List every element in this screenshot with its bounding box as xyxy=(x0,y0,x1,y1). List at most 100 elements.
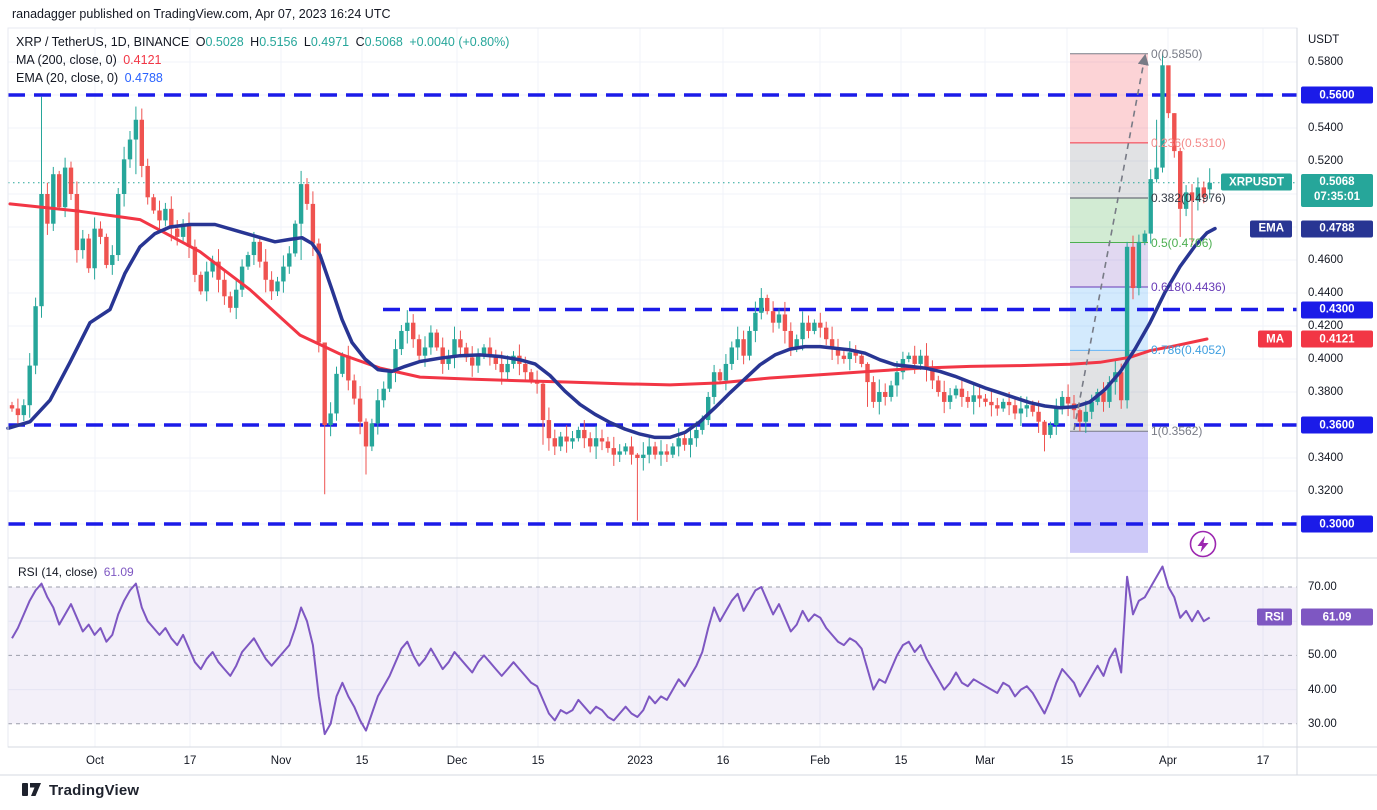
candle-body xyxy=(1119,372,1124,401)
boost-lightning-icon[interactable] xyxy=(1189,530,1217,558)
price-axis-tick[interactable]: 0.4200 xyxy=(1308,320,1344,332)
fib-level-label: 0.236(0.5310) xyxy=(1151,135,1226,150)
symbol-legend-row[interactable]: XRP / TetherUS, 1D, BINANCE O0.5028 H0.5… xyxy=(16,34,509,51)
price-axis-tick[interactable]: 0.4400 xyxy=(1308,287,1344,299)
candle-body xyxy=(546,420,552,439)
candle-body xyxy=(953,388,959,396)
candle-body xyxy=(1201,187,1206,198)
candle-body xyxy=(759,297,764,313)
price-axis-tick[interactable]: 0.5800 xyxy=(1308,56,1344,68)
candle-body xyxy=(1160,65,1165,168)
time-axis-label[interactable]: 17 xyxy=(1256,755,1270,767)
time-axis-label[interactable]: 15 xyxy=(355,755,369,767)
time-axis-label[interactable]: Nov xyxy=(270,755,292,767)
price-axis-tick[interactable]: 0.5400 xyxy=(1308,122,1344,134)
ma-legend-row[interactable]: MA (200, close, 0) 0.4121 xyxy=(16,52,509,69)
candle-body xyxy=(393,349,398,373)
fib-level-label: 0(0.5850) xyxy=(1151,46,1203,61)
price-axis-tick[interactable]: 0.3200 xyxy=(1308,485,1344,497)
rsi-axis-tick[interactable]: 40.00 xyxy=(1308,683,1337,696)
candle-body xyxy=(416,339,422,356)
chart-legend: XRP / TetherUS, 1D, BINANCE O0.5028 H0.5… xyxy=(16,34,509,88)
candle-body xyxy=(192,246,198,275)
candle-body xyxy=(216,261,221,280)
candle-body xyxy=(676,438,681,447)
candle-body xyxy=(912,355,917,364)
axis-currency-label[interactable]: USDT xyxy=(1308,34,1340,46)
time-axis-label[interactable]: 16 xyxy=(716,755,730,767)
candle-body xyxy=(27,365,32,406)
rsi-value-badge: 61.09 xyxy=(1301,608,1373,626)
candle-body xyxy=(652,446,658,455)
candle-body xyxy=(611,448,616,455)
time-axis-label[interactable]: 2023 xyxy=(627,755,653,767)
candle-body xyxy=(387,372,392,389)
candle-body xyxy=(1183,192,1189,209)
fib-band xyxy=(1070,197,1148,243)
candle-body xyxy=(304,184,310,204)
candle-body xyxy=(906,355,911,359)
candle-body xyxy=(605,441,611,449)
time-axis-label[interactable]: Mar xyxy=(975,755,995,767)
candle-body xyxy=(853,352,858,356)
candle-body xyxy=(971,395,976,402)
time-axis-label[interactable]: 15 xyxy=(531,755,545,767)
attribution-text: ranadagger published on TradingView.com,… xyxy=(12,7,391,21)
ohlc-open-label: O xyxy=(195,35,206,49)
candle-body xyxy=(1083,411,1088,422)
candle-body xyxy=(794,339,799,348)
ema-legend-row[interactable]: EMA (20, close, 0) 0.4788 xyxy=(16,70,509,87)
price-axis-tick[interactable]: 0.4000 xyxy=(1308,353,1344,365)
candle-body xyxy=(1101,392,1106,402)
candle-body xyxy=(1207,182,1212,190)
time-axis-label[interactable]: Feb xyxy=(810,755,830,767)
candle-body xyxy=(104,236,109,265)
rsi-axis-tick[interactable]: 70.00 xyxy=(1308,581,1337,593)
rsi-axis-tick[interactable]: 50.00 xyxy=(1308,649,1337,662)
fib-level-label: 0.382(0.4976) xyxy=(1151,190,1226,205)
ema-20-line[interactable] xyxy=(6,222,1217,440)
rsi-legend-row[interactable]: RSI (14, close) 61.09 xyxy=(18,565,134,579)
ma-200-line[interactable] xyxy=(8,202,1209,387)
candle-body xyxy=(753,312,758,331)
time-axis-label[interactable]: Apr xyxy=(1159,755,1177,767)
price-axis-tick[interactable]: 0.3400 xyxy=(1308,452,1344,464)
candle-body xyxy=(21,405,26,416)
ema-value-badge: 0.4788 xyxy=(1301,220,1373,238)
candle-body xyxy=(688,438,693,445)
rsi-line[interactable] xyxy=(11,565,1211,736)
trend-arrow[interactable] xyxy=(1073,53,1149,431)
candle-body xyxy=(1006,401,1012,406)
time-axis-label[interactable]: 17 xyxy=(183,755,197,767)
candle-body xyxy=(936,380,941,392)
price-axis-tick[interactable]: 0.5200 xyxy=(1308,155,1344,167)
candle-body xyxy=(15,408,21,416)
fib-retracement[interactable] xyxy=(1070,53,1148,553)
tradingview-logo-icon xyxy=(22,783,41,796)
ohlc-low-label: L xyxy=(303,35,311,49)
rsi-value: 61.09 xyxy=(103,565,134,579)
candle-body xyxy=(658,451,664,455)
candle-body xyxy=(257,241,262,262)
candle-body xyxy=(664,451,670,455)
change-value: +0.0040 (+0.80%) xyxy=(409,35,510,49)
candle-body xyxy=(1001,401,1006,409)
time-axis-label[interactable]: Oct xyxy=(86,755,104,767)
rsi-axis-tick[interactable]: 30.00 xyxy=(1308,717,1337,730)
candle-body xyxy=(812,322,817,331)
candle-body xyxy=(782,314,788,331)
tradingview-logo[interactable]: TradingView xyxy=(22,781,139,799)
candle-body xyxy=(1042,421,1047,435)
candle-body xyxy=(965,396,970,402)
candle-body xyxy=(405,322,410,331)
candle-body xyxy=(139,119,144,166)
symbol-chip: XRPUSDT xyxy=(1221,173,1292,191)
price-axis-tick[interactable]: 0.4600 xyxy=(1308,254,1344,266)
candle-body xyxy=(440,347,445,364)
time-axis-label[interactable]: 15 xyxy=(894,755,908,767)
candle-body xyxy=(121,159,127,194)
time-axis-label[interactable]: Dec xyxy=(446,755,468,767)
price-axis-tick[interactable]: 0.3800 xyxy=(1308,386,1344,398)
time-axis-label[interactable]: 15 xyxy=(1060,755,1074,767)
